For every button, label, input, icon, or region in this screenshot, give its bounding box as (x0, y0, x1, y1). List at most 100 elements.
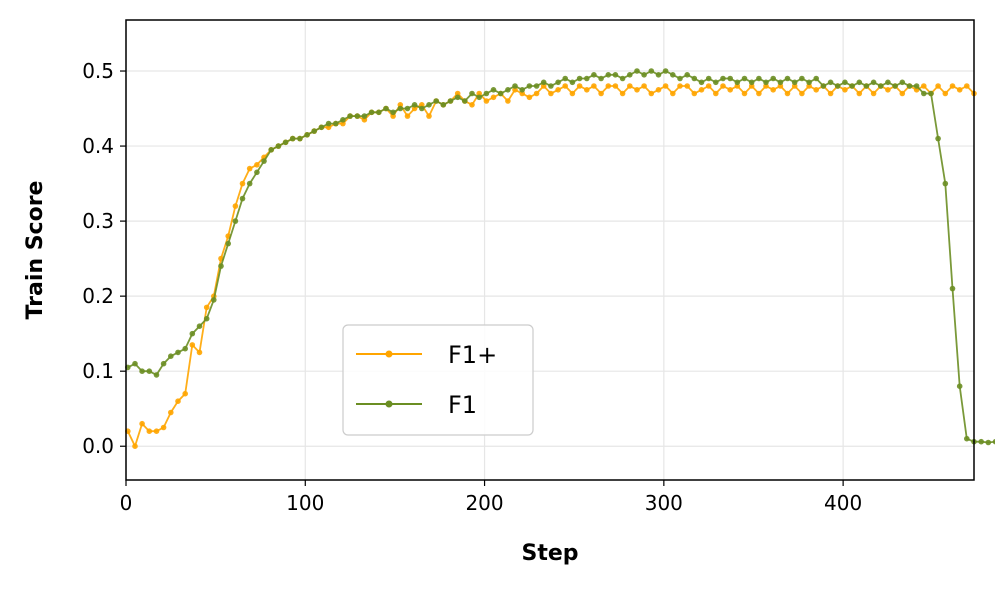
data-point (268, 147, 275, 153)
data-point (956, 87, 963, 93)
data-point (770, 87, 776, 93)
data-point (555, 87, 561, 93)
data-point (175, 398, 181, 405)
series-layer (125, 68, 995, 450)
data-point (598, 90, 604, 97)
data-point (419, 105, 425, 112)
data-point (856, 79, 863, 86)
data-point (519, 87, 525, 93)
data-point (705, 83, 712, 89)
data-point (949, 285, 956, 292)
data-point (842, 79, 848, 86)
data-point (756, 75, 762, 82)
data-point (404, 113, 411, 119)
data-point (454, 94, 461, 101)
data-point (813, 75, 819, 82)
data-point (584, 87, 590, 93)
data-point (297, 135, 303, 142)
data-point (928, 90, 934, 97)
data-point (942, 180, 949, 187)
y-axis-title: Train Score (23, 181, 48, 320)
data-point (627, 72, 633, 78)
data-point (569, 90, 576, 97)
data-point (361, 113, 368, 119)
data-point (648, 68, 655, 74)
data-point (985, 439, 992, 446)
data-point (182, 390, 188, 397)
data-point (304, 132, 310, 138)
data-point (827, 90, 834, 97)
legend: F1+ F1 (342, 324, 534, 436)
data-point (376, 109, 382, 116)
data-point (921, 83, 927, 89)
data-point (218, 263, 224, 269)
data-point (411, 102, 418, 108)
legend-marker-f1-plus (385, 350, 393, 358)
data-point (469, 102, 475, 108)
data-point (892, 83, 898, 89)
data-point (605, 83, 612, 89)
data-point (175, 349, 181, 356)
data-point (225, 240, 231, 247)
data-point (576, 75, 583, 82)
data-point (139, 368, 145, 375)
data-point (548, 83, 554, 89)
data-point (526, 83, 533, 89)
data-point (182, 345, 188, 352)
data-point (289, 135, 296, 142)
data-point (870, 90, 877, 97)
x-tick-label: 200 (465, 491, 503, 515)
data-point (275, 143, 282, 149)
data-point (619, 75, 626, 82)
data-point (490, 87, 497, 93)
data-point (232, 218, 239, 224)
legend-marker-f1 (385, 400, 393, 408)
data-point (483, 98, 490, 104)
data-point (318, 124, 325, 131)
data-point (426, 102, 432, 108)
legend-box (342, 324, 534, 436)
series-f1 (125, 68, 995, 446)
data-point (584, 75, 590, 82)
data-point (634, 68, 640, 74)
series-line-f1 (127, 69, 995, 444)
data-point (189, 342, 196, 348)
data-point (741, 90, 748, 97)
data-point (634, 87, 640, 93)
data-point (211, 297, 217, 303)
data-point (160, 360, 167, 367)
data-point (655, 72, 662, 78)
data-point (713, 90, 719, 97)
y-tick-label: 0.4 (82, 134, 114, 158)
data-point (734, 79, 741, 86)
data-point (533, 90, 540, 97)
data-point (390, 109, 396, 116)
data-point (784, 90, 791, 97)
data-point (239, 195, 246, 202)
data-point (691, 90, 698, 97)
data-point (827, 79, 834, 86)
data-point (662, 68, 669, 74)
data-point (791, 79, 798, 86)
data-point (949, 83, 956, 89)
data-point (992, 438, 995, 445)
y-axis-ticks: 0.0 0.1 0.2 0.3 0.4 0.5 (82, 59, 126, 458)
legend-label-f1-plus: F1+ (448, 341, 497, 369)
data-point (935, 83, 941, 89)
data-point (655, 87, 662, 93)
data-point (383, 105, 389, 112)
y-tick-label: 0.2 (82, 284, 114, 308)
data-point (691, 75, 698, 82)
data-point (261, 158, 267, 164)
data-point (426, 113, 432, 119)
data-point (540, 79, 547, 86)
data-point (698, 79, 705, 86)
data-point (232, 203, 239, 209)
data-point (942, 90, 949, 97)
data-point (849, 83, 855, 89)
y-tick-label: 0.5 (82, 59, 114, 83)
data-point (132, 360, 138, 367)
data-point (677, 83, 683, 89)
